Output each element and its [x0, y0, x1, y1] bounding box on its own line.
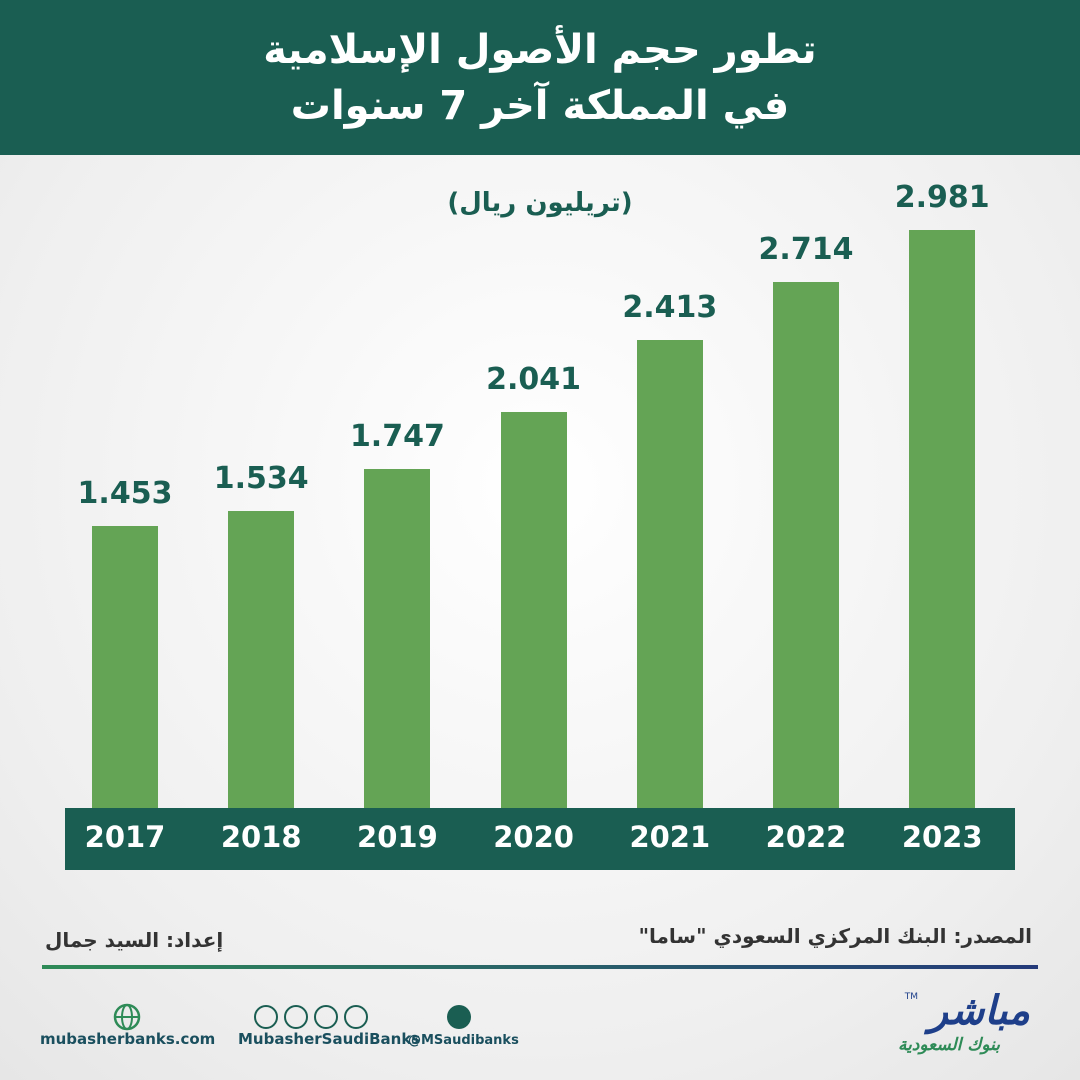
x-tick-label: 2018: [220, 820, 302, 854]
bar: [636, 340, 703, 808]
trademark: TM: [904, 992, 918, 1002]
value-label: 2.041: [486, 362, 582, 398]
value-label: 1.747: [349, 419, 445, 455]
bar: [909, 230, 976, 808]
divider: [42, 965, 1038, 969]
logo: مباشر: [928, 988, 1030, 1034]
x-tick-label: 2023: [901, 820, 983, 854]
logo-subtitle: بنوك السعودية: [897, 1035, 1000, 1055]
x-tick-label: 2017: [84, 820, 166, 854]
value-label: 2.981: [894, 180, 990, 215]
bar: [92, 526, 158, 808]
bar: [500, 412, 567, 808]
twitter-handle: @MSaudibanks: [408, 1033, 519, 1048]
bar: [364, 469, 431, 808]
social-icons: [254, 1005, 368, 1029]
value-label: 1.453: [77, 476, 173, 512]
x-tick-label: 2020: [493, 820, 574, 854]
header-band: [0, 0, 1080, 155]
value-label: 1.534: [213, 460, 309, 496]
unit-label: (تريليون ريال): [447, 188, 633, 218]
source: المصدر: البنك المركزي السعودي "ساما": [638, 924, 1032, 948]
bar: [228, 510, 295, 808]
chart-title: تطور حجم الأصول الإسلامية في المملكة آخر…: [263, 27, 817, 129]
value-label: 2.714: [758, 231, 854, 267]
globe-icon: [113, 1003, 141, 1031]
x-tick-label: 2019: [357, 820, 438, 854]
category-band: [65, 808, 1015, 870]
social-handle: MubasherSaudiBanks: [238, 1030, 421, 1048]
twitter-icon: [447, 1005, 471, 1029]
x-tick-label: 2022: [765, 820, 847, 854]
bar: [773, 281, 839, 808]
x-tick-label: 2021: [629, 820, 711, 854]
website: mubasherbanks.com: [40, 1030, 216, 1048]
credit: إعداد: السيد جمال: [45, 928, 224, 952]
value-label: 2.413: [622, 290, 718, 326]
